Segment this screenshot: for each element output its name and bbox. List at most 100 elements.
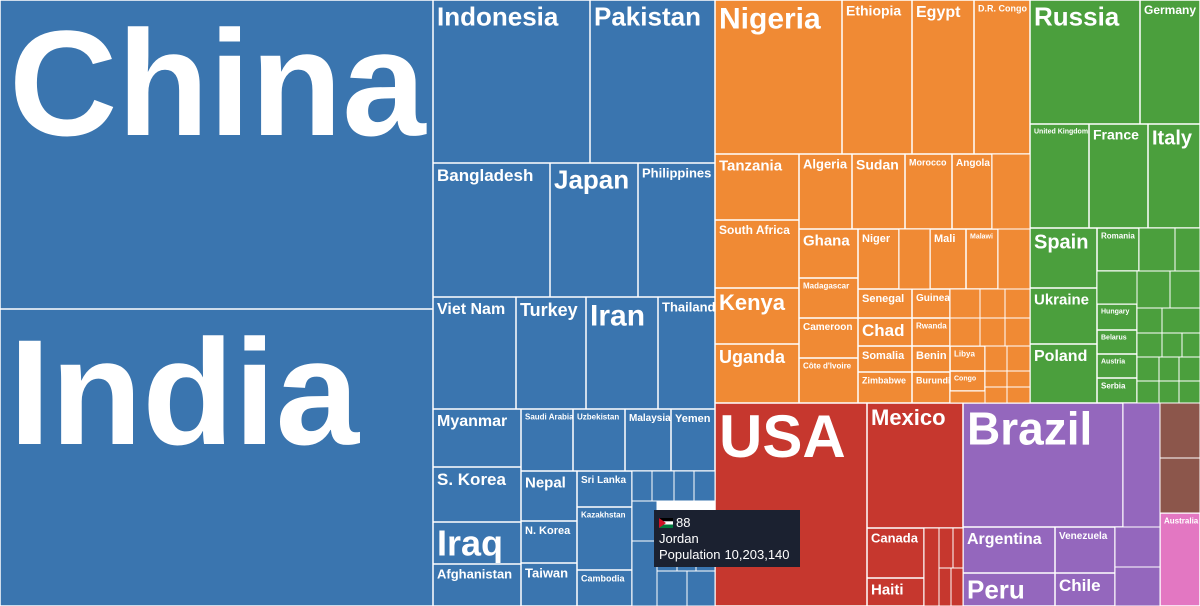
tile-bg <box>952 154 992 229</box>
tile[interactable]: Tanzania <box>715 154 799 220</box>
tile[interactable]: Madagascar <box>799 278 858 318</box>
tile[interactable]: Angola <box>952 154 992 229</box>
tile[interactable]: Saudi Arabia <box>521 409 574 471</box>
tile[interactable]: Russia <box>1030 0 1140 124</box>
tile[interactable]: Uganda <box>715 344 799 403</box>
tile[interactable]: Iraq <box>433 522 521 564</box>
tile[interactable]: Chad <box>858 318 912 346</box>
tile[interactable]: Burundi <box>912 372 951 403</box>
tile-bg <box>1030 344 1097 403</box>
tile[interactable]: Malawi <box>966 229 998 289</box>
tile[interactable]: Pakistan <box>590 0 715 163</box>
tile[interactable]: Sri Lanka <box>577 471 632 507</box>
tile-bg <box>516 297 586 409</box>
tile[interactable]: Philippines <box>638 163 715 297</box>
tile[interactable]: Myanmar <box>433 409 521 467</box>
tile[interactable]: Thailand <box>658 297 716 409</box>
tile[interactable]: Somalia <box>858 346 912 372</box>
tile <box>631 470 653 502</box>
tile[interactable]: Taiwan <box>521 563 577 606</box>
tile[interactable]: Belarus <box>1097 330 1137 354</box>
tile[interactable]: United Kingdom <box>1030 124 1089 228</box>
tile-label: South Africa <box>719 223 790 237</box>
tile[interactable]: Japan <box>550 163 638 297</box>
tile[interactable]: Kazakhstan <box>577 507 632 570</box>
tile[interactable]: Yemen <box>671 409 715 471</box>
tile[interactable]: Kenya <box>715 288 799 344</box>
tile-bg <box>1089 124 1148 228</box>
tile-label: Nigeria <box>719 3 821 36</box>
tile-label: Nepal <box>525 474 566 491</box>
tile[interactable]: Viet Nam <box>433 297 516 409</box>
tile[interactable]: Poland <box>1030 344 1097 403</box>
tile[interactable]: South Africa <box>715 220 799 288</box>
tile[interactable]: Australia <box>1160 513 1200 606</box>
tile[interactable]: Cambodia <box>577 570 632 606</box>
tile[interactable]: Argentina <box>963 527 1055 573</box>
tile <box>1158 356 1180 382</box>
tile[interactable]: Romania <box>1097 228 1139 271</box>
tile[interactable]: Ethiopia <box>842 0 912 154</box>
tile[interactable]: D.R. Congo <box>974 0 1030 154</box>
tile[interactable]: Côte d'Ivoire <box>799 358 858 403</box>
tile[interactable]: Chile <box>1055 573 1115 606</box>
tile[interactable]: Nepal <box>521 471 577 521</box>
tile[interactable]: India <box>0 308 433 606</box>
tile-label: Italy <box>1152 127 1193 149</box>
tile[interactable]: Mexico <box>867 403 963 528</box>
tile-label: Niger <box>862 233 891 245</box>
tile[interactable]: Algeria <box>799 154 852 229</box>
tile-bg <box>550 163 638 297</box>
tile[interactable]: Serbia <box>1097 378 1137 403</box>
population-value: 10,203,140 <box>724 547 789 562</box>
tile[interactable]: Ghana <box>799 229 858 278</box>
tile[interactable]: Zimbabwe <box>858 372 912 403</box>
tile[interactable]: Indonesia <box>433 0 590 163</box>
tile[interactable]: Guinea <box>912 289 950 318</box>
tile[interactable]: Italy <box>1148 124 1200 228</box>
tile[interactable]: France <box>1089 124 1148 228</box>
tile[interactable]: Senegal <box>858 289 912 318</box>
tile-bg <box>1055 527 1115 573</box>
tile[interactable]: Spain <box>1030 228 1097 288</box>
tile[interactable]: Egypt <box>912 0 974 154</box>
tile[interactable]: Austria <box>1097 354 1137 378</box>
tile[interactable]: Uzbekistan <box>573 409 625 471</box>
tile-bg <box>799 278 858 318</box>
tile[interactable]: Sudan <box>852 154 905 229</box>
tile[interactable]: S. Korea <box>433 467 521 522</box>
tile-bg <box>715 403 867 606</box>
tile[interactable]: Benin <box>912 346 950 372</box>
tile[interactable]: Morocco <box>905 154 952 229</box>
tile[interactable]: Hungary <box>1097 304 1137 330</box>
tile[interactable]: Mali <box>930 229 966 289</box>
tile[interactable]: Niger <box>858 229 899 289</box>
tile[interactable]: Rwanda <box>912 318 950 346</box>
tile-label: Argentina <box>967 531 1042 548</box>
tile[interactable]: Afghanistan <box>433 564 521 606</box>
tile-label: Brazil <box>967 403 1092 455</box>
tile[interactable]: Turkey <box>516 297 586 409</box>
tile[interactable]: Ukraine <box>1030 288 1097 344</box>
tile[interactable]: Venezuela <box>1055 527 1115 573</box>
tile[interactable]: Congo <box>950 371 985 391</box>
tile[interactable]: Cameroon <box>799 318 858 358</box>
tile-label: S. Korea <box>437 470 507 489</box>
tile[interactable]: USA <box>715 403 867 606</box>
tile[interactable]: N. Korea <box>521 521 577 563</box>
flag-stripe <box>659 521 673 525</box>
tile[interactable]: Haiti <box>867 578 924 606</box>
tile[interactable]: Malaysia <box>625 409 671 471</box>
tile[interactable]: Libya <box>950 346 985 371</box>
tile[interactable]: China <box>0 0 433 309</box>
tile-label: Burundi <box>916 375 951 385</box>
tile[interactable]: Peru <box>963 573 1055 606</box>
tile[interactable]: Canada <box>867 528 924 578</box>
tile[interactable]: Iran <box>586 297 658 409</box>
tile[interactable]: Brazil <box>963 403 1123 527</box>
tile-label: Cambodia <box>581 573 626 583</box>
tile[interactable]: Bangladesh <box>433 163 550 297</box>
tile[interactable]: Germany <box>1140 0 1200 124</box>
tile-label: Madagascar <box>803 282 849 291</box>
tile[interactable]: Nigeria <box>715 0 842 154</box>
